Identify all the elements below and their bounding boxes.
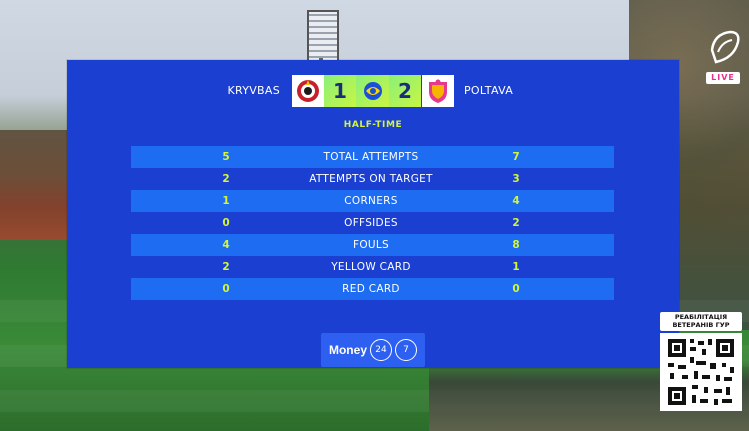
sponsor-logo: Money 24 7 — [321, 333, 425, 367]
stat-away-value: 7 — [512, 151, 520, 163]
stat-label: FOULS — [352, 239, 389, 251]
kryvbas-crest-icon — [292, 75, 324, 107]
poltava-crest-icon — [422, 75, 454, 107]
away-score: 2 — [389, 75, 421, 107]
stat-home-value: 2 — [222, 173, 230, 185]
scoreboard: KRYVBAS 1 2 POLTAVA — [67, 75, 679, 107]
promo-title: РЕАБІЛІТАЦІЯ ВЕТЕРАНІВ ГУР — [660, 312, 742, 331]
stat-row: 2 YELLOW CARD 1 — [131, 256, 614, 278]
stat-label: ATTEMPTS ON TARGET — [309, 173, 433, 185]
stat-home-value: 2 — [222, 261, 230, 273]
stat-label: RED CARD — [342, 283, 400, 295]
sponsor-badge-24: 24 — [370, 339, 392, 361]
stat-away-value: 8 — [512, 239, 520, 251]
league-logo-icon — [356, 75, 389, 107]
stat-label: OFFSIDES — [344, 217, 398, 229]
stat-away-value: 2 — [512, 217, 520, 229]
stat-row: 1 CORNERS 4 — [131, 190, 614, 212]
stat-row: 4 FOULS 8 — [131, 234, 614, 256]
stat-row: 5 TOTAL ATTEMPTS 7 — [131, 146, 614, 168]
stat-home-value: 0 — [222, 283, 230, 295]
stat-home-value: 4 — [222, 239, 230, 251]
stat-home-value: 5 — [222, 151, 230, 163]
broadcaster-logo-icon — [706, 28, 742, 84]
away-team-name: POLTAVA — [464, 84, 514, 97]
match-stats-panel: KRYVBAS 1 2 POLTAVA — [67, 60, 679, 368]
promo-title-line2: ВЕТЕРАНІВ ГУР — [672, 320, 730, 329]
stat-away-value: 3 — [512, 173, 520, 185]
stat-row: 2 ATTEMPTS ON TARGET 3 — [131, 168, 614, 190]
stat-row: 0 OFFSIDES 2 — [131, 212, 614, 234]
stats-table: 5 TOTAL ATTEMPTS 7 2 ATTEMPTS ON TARGET 3 1 COR… — [131, 146, 614, 300]
live-badge: LIVE — [706, 72, 740, 84]
qr-code-icon — [660, 333, 742, 411]
match-period-label: HALF-TIME — [343, 120, 403, 130]
floodlight-icon — [307, 10, 339, 62]
sponsor-badge-7: 7 — [395, 339, 417, 361]
stat-home-value: 1 — [222, 195, 230, 207]
background-trees-left — [0, 130, 70, 240]
promo-title-line1: РЕАБІЛІТАЦІЯ — [674, 313, 728, 321]
stat-row: 0 RED CARD 0 — [131, 278, 614, 300]
stat-label: YELLOW CARD — [331, 261, 411, 273]
stat-label: CORNERS — [344, 195, 398, 207]
veterans-promo: РЕАБІЛІТАЦІЯ ВЕТЕРАНІВ ГУР — [660, 312, 742, 411]
home-score: 1 — [324, 75, 356, 107]
home-team-name: KRYVBAS — [227, 84, 280, 97]
stat-away-value: 1 — [512, 261, 520, 273]
stat-away-value: 0 — [512, 283, 520, 295]
sponsor-name: Money — [328, 343, 367, 357]
stat-away-value: 4 — [512, 195, 520, 207]
stat-label: TOTAL ATTEMPTS — [323, 151, 419, 163]
stat-home-value: 0 — [222, 217, 230, 229]
